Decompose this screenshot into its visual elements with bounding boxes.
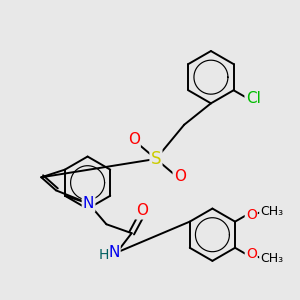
Text: O: O — [246, 247, 257, 261]
Text: O: O — [136, 203, 148, 218]
Text: O: O — [246, 208, 257, 222]
Text: S: S — [151, 150, 161, 168]
Text: H: H — [98, 248, 109, 262]
Text: O: O — [174, 169, 186, 184]
Text: N: N — [83, 196, 94, 211]
Text: N: N — [108, 245, 119, 260]
Text: CH₃: CH₃ — [260, 205, 283, 218]
Text: CH₃: CH₃ — [260, 252, 283, 265]
Text: Cl: Cl — [246, 91, 260, 106]
Text: O: O — [128, 132, 140, 147]
